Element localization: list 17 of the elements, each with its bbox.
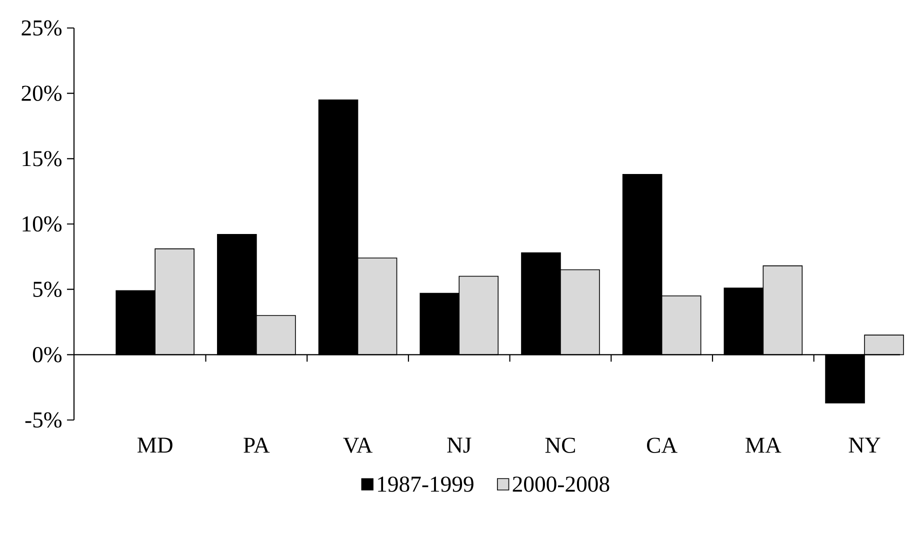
x-tick-label: NJ bbox=[447, 438, 472, 453]
y-tick-label: 20% bbox=[22, 86, 62, 102]
y-tick-label: 25% bbox=[22, 20, 62, 36]
y-tick-label: 15% bbox=[22, 150, 62, 166]
y-tick-label: 5% bbox=[33, 282, 62, 298]
x-tick-label: NY bbox=[848, 438, 880, 453]
x-tick-label: MD bbox=[137, 438, 172, 453]
y-tick-label: 10% bbox=[22, 216, 62, 232]
y-tick-label: -5% bbox=[25, 412, 62, 428]
legend-label: 1987-1999 bbox=[378, 476, 474, 492]
x-tick-label: MA bbox=[746, 438, 782, 453]
x-tick-label: NC bbox=[545, 438, 575, 453]
legend-label: 2000-2008 bbox=[512, 476, 610, 492]
y-tick-label: 0% bbox=[32, 346, 62, 362]
x-tick-label: CA bbox=[647, 438, 678, 453]
x-tick-label: PA bbox=[244, 438, 270, 453]
x-tick-label: VA bbox=[343, 438, 373, 454]
